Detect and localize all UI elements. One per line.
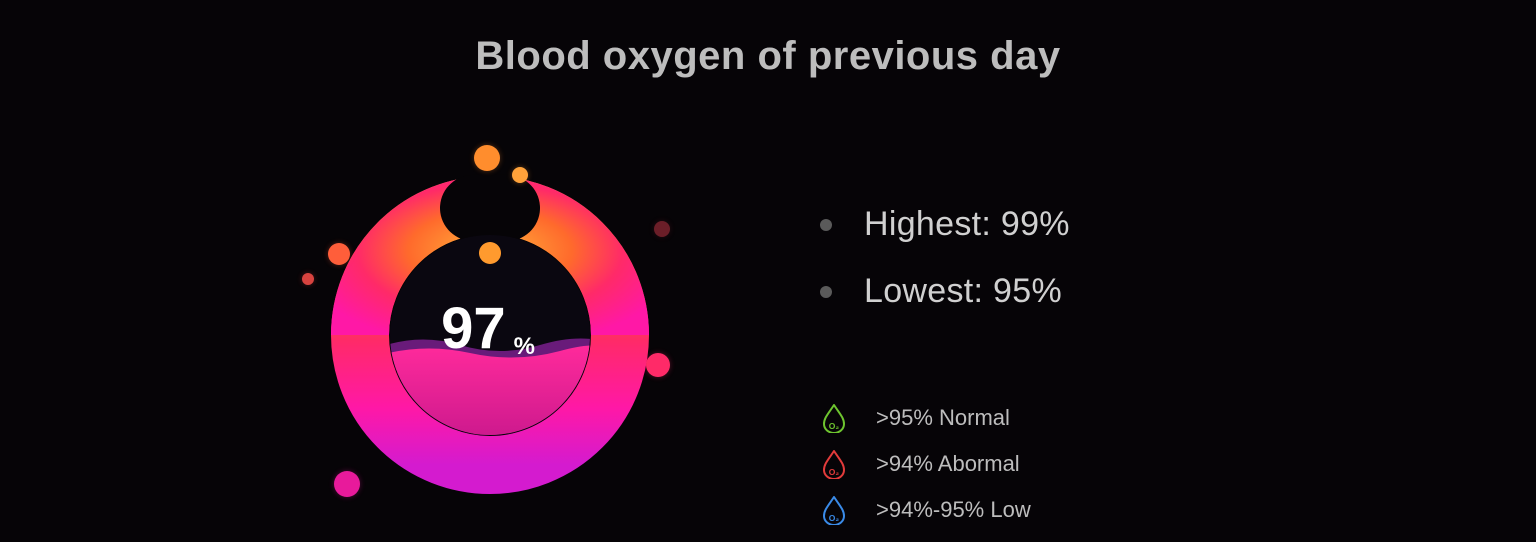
stat-highest-label: Highest: 99% <box>864 205 1070 244</box>
gauge-bubble <box>334 471 360 497</box>
gauge-bubble <box>302 273 314 285</box>
svg-text:O₂: O₂ <box>829 467 840 477</box>
legend-item: O₂ >94% Abormal <box>820 450 1420 478</box>
svg-text:O₂: O₂ <box>829 421 840 431</box>
bullet-icon <box>820 219 832 231</box>
gauge-bubble <box>654 221 670 237</box>
legend-item: O₂ >95% Normal <box>820 404 1420 432</box>
oxygen-gauge-svg <box>310 155 670 515</box>
legend-item-label: >94%-95% Low <box>876 497 1031 523</box>
svg-text:O₂: O₂ <box>829 513 840 523</box>
legend-item-label: >94% Abormal <box>876 451 1020 477</box>
gauge-bubble <box>474 145 500 171</box>
oxygen-gauge: 97 % <box>310 155 670 515</box>
gauge-bubble <box>512 167 528 183</box>
gauge-bubble <box>646 353 670 377</box>
o2-drop-icon: O₂ <box>820 496 848 524</box>
legend-item-label: >95% Normal <box>876 405 1010 431</box>
legend-item: O₂ >94%-95% Low <box>820 496 1420 524</box>
o2-drop-icon: O₂ <box>820 404 848 432</box>
bullet-icon <box>820 286 832 298</box>
gauge-bubble <box>328 243 350 265</box>
o2-drop-icon: O₂ <box>820 450 848 478</box>
page-title: Blood oxygen of previous day <box>0 34 1536 79</box>
stat-lowest-label: Lowest: 95% <box>864 272 1062 311</box>
inner-top-bubble <box>479 242 501 264</box>
stats-block: Highest: 99% Lowest: 95% <box>820 205 1420 339</box>
legend-block: O₂ >95% Normal O₂ >94% Abormal O₂ >94%-95% Lo… <box>820 404 1420 542</box>
stat-highest: Highest: 99% <box>820 205 1420 244</box>
stat-lowest: Lowest: 95% <box>820 272 1420 311</box>
